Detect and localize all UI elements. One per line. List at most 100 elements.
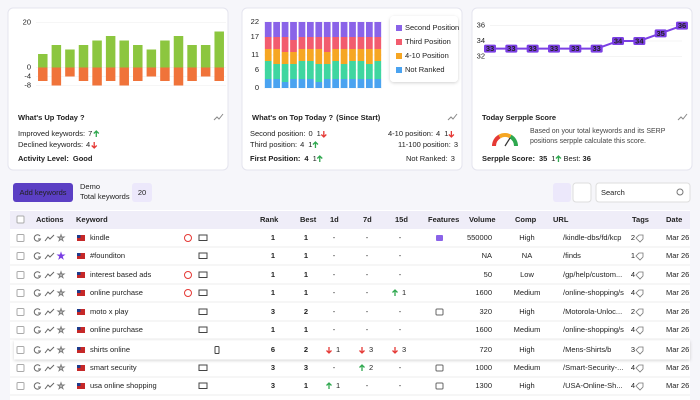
star-icon[interactable] [56, 288, 66, 297]
google-icon[interactable] [33, 382, 42, 390]
cell: 1 [304, 288, 308, 297]
star-icon[interactable] [56, 251, 66, 260]
keyword: moto x play [90, 307, 129, 316]
add-button-label[interactable]: Add keywords [19, 188, 66, 197]
cell: 3 [271, 381, 275, 390]
checkbox[interactable] [16, 308, 25, 316]
cell: - [399, 381, 402, 390]
point-label-box [526, 44, 539, 53]
cell: High [519, 345, 534, 354]
google-icon[interactable] [33, 252, 42, 260]
view-toggle[interactable] [553, 183, 571, 202]
tag-icon [635, 289, 644, 298]
cell: - [366, 270, 369, 279]
checkbox[interactable] [16, 252, 25, 260]
cell: 4 [631, 363, 635, 372]
flag-icon [77, 272, 81, 275]
device-icon [198, 271, 208, 278]
google-icon[interactable] [33, 346, 42, 354]
star-icon[interactable] [56, 345, 66, 354]
point-label: 33 [550, 44, 558, 53]
bar-segment [290, 64, 297, 79]
add-button[interactable] [13, 183, 73, 202]
flag-icon [77, 347, 81, 350]
total-box [132, 183, 152, 202]
bar-segment [332, 49, 340, 61]
keyword: #founditon [90, 251, 125, 260]
point-label: 33 [486, 44, 494, 53]
checkbox[interactable] [16, 382, 25, 390]
cell: 4 [631, 288, 635, 297]
chart-icon[interactable] [44, 382, 55, 390]
cell: - [333, 251, 336, 260]
checkbox[interactable] [16, 326, 25, 334]
star-icon[interactable] [56, 270, 66, 279]
device-icon [198, 326, 208, 333]
star-icon[interactable] [56, 325, 66, 334]
legend-swatch [396, 39, 402, 45]
point-label: 33 [528, 44, 536, 53]
checkbox[interactable] [16, 364, 25, 372]
search-placeholder[interactable]: Search [601, 188, 625, 197]
view-toggle[interactable] [572, 182, 592, 203]
arrow-icon [91, 142, 98, 149]
chart-icon[interactable] [44, 308, 55, 316]
footer-value: Good [73, 154, 93, 163]
feature-icon [435, 382, 444, 390]
google-icon[interactable] [33, 364, 42, 372]
star-icon[interactable] [56, 381, 66, 390]
chart-icon[interactable] [44, 252, 55, 260]
bar-segment [290, 52, 297, 64]
point-label: 34 [614, 36, 623, 45]
device-icon [214, 346, 220, 354]
arrow-icon [312, 141, 319, 148]
trend-icon [447, 113, 458, 121]
chart-icon[interactable] [44, 346, 55, 354]
bar-segment [273, 22, 281, 37]
flag-icon [77, 383, 81, 386]
google-icon[interactable] [33, 234, 42, 242]
stat-label: Not Ranked: [406, 154, 448, 163]
chart-icon[interactable] [44, 326, 55, 334]
search-box[interactable] [595, 182, 691, 203]
flag-icon [77, 383, 85, 389]
star-icon[interactable] [56, 307, 66, 316]
checkbox[interactable] [16, 289, 25, 297]
chart-icon[interactable] [44, 289, 55, 297]
cell: - [333, 270, 336, 279]
cell: 1 [271, 288, 275, 297]
card-subtitle: (Since Start) [336, 113, 381, 122]
bar-segment [264, 37, 272, 49]
google-icon[interactable] [33, 289, 42, 297]
bar-segment [365, 22, 373, 37]
bar-segment [290, 79, 297, 88]
footer-label: Activity Level: [18, 154, 69, 163]
stat-label: Declined keywords: [18, 140, 83, 149]
stat-value: 7 [88, 129, 92, 138]
info-icon [184, 271, 192, 279]
checkbox[interactable] [16, 346, 25, 354]
arrow-icon [326, 347, 332, 354]
chart-icon[interactable] [44, 234, 55, 242]
checkbox[interactable] [16, 215, 25, 224]
chart-icon[interactable] [44, 271, 55, 279]
cell: /kindle-dbs/fd/kcp [563, 233, 621, 242]
chart-icon[interactable] [44, 364, 55, 372]
cell: 6 [271, 345, 275, 354]
device-icon [198, 364, 208, 371]
bar-segment [290, 22, 297, 40]
star-icon[interactable] [56, 363, 66, 372]
table [10, 210, 690, 400]
star-icon[interactable] [56, 233, 66, 242]
bar [146, 67, 157, 77]
google-icon[interactable] [33, 271, 42, 279]
best-value: 36 [583, 154, 591, 163]
cell: Mar 26 [666, 307, 689, 316]
checkbox[interactable] [16, 234, 25, 242]
google-icon[interactable] [33, 326, 42, 334]
bar-segment [365, 49, 373, 64]
checkbox[interactable] [16, 271, 25, 279]
google-icon[interactable] [33, 308, 42, 316]
card-title: What's Up Today ? [18, 113, 85, 122]
bar-segment [323, 37, 331, 52]
